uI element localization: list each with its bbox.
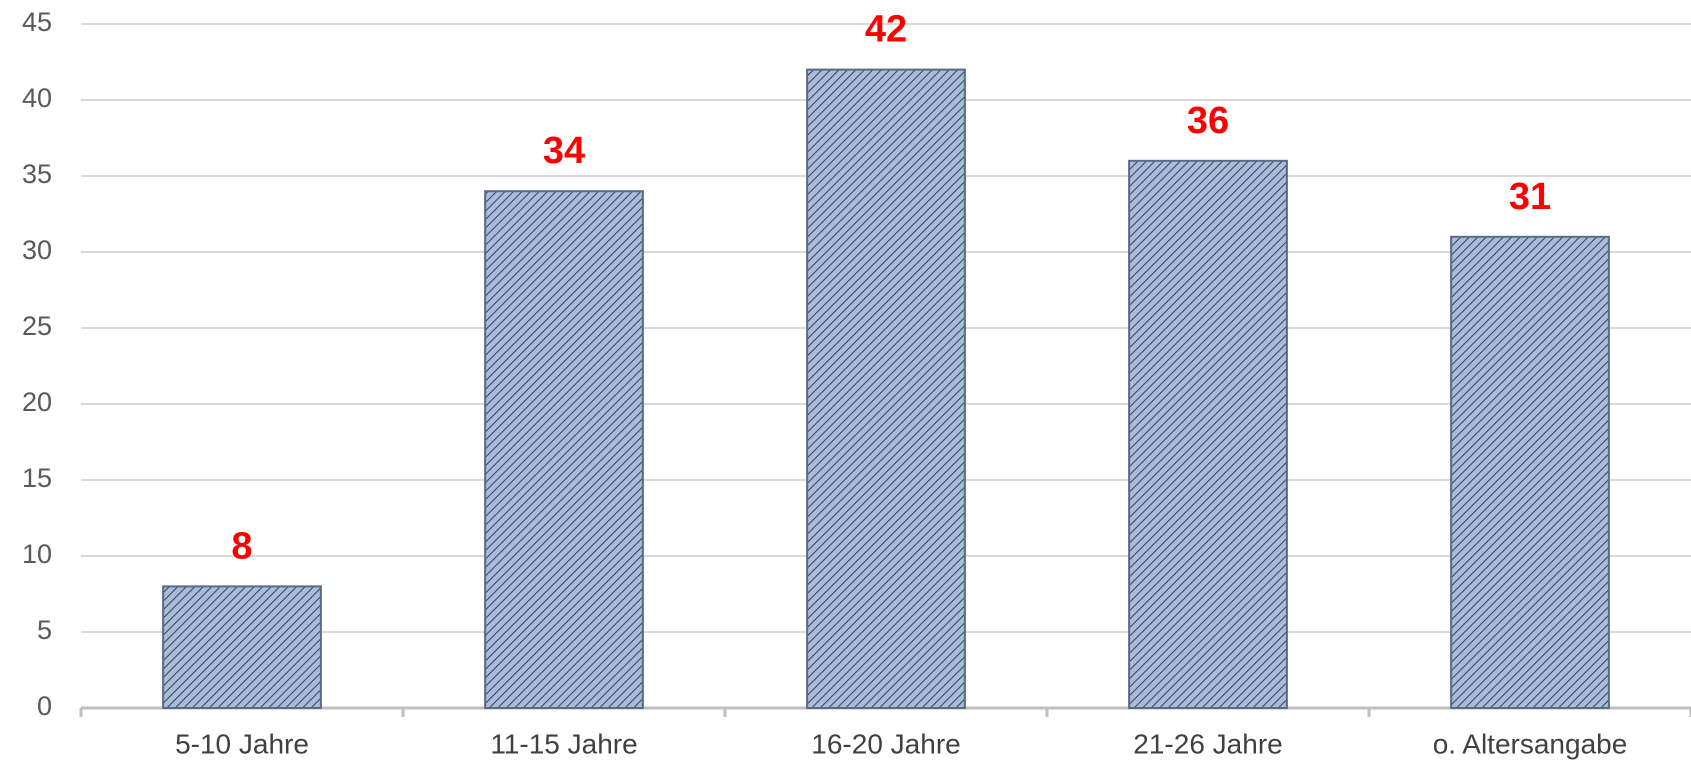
bar xyxy=(1128,159,1288,710)
value-label: 36 xyxy=(1187,100,1229,142)
y-tick-label: 5 xyxy=(37,615,52,645)
y-tick-label: 25 xyxy=(22,311,52,341)
value-label: 34 xyxy=(543,130,585,172)
y-tick-label: 20 xyxy=(22,387,52,417)
y-tick-label: 15 xyxy=(22,463,52,493)
bar xyxy=(1450,235,1610,710)
x-tick-label: 11-15 Jahre xyxy=(490,728,637,759)
value-label: 42 xyxy=(865,9,907,51)
y-tick-label: 35 xyxy=(22,159,52,189)
y-tick-label: 10 xyxy=(22,539,52,569)
y-tick-label: 30 xyxy=(22,235,52,265)
bar xyxy=(162,585,322,710)
x-tick-label: o. Altersangabe xyxy=(1433,728,1628,759)
value-label: 8 xyxy=(231,525,252,567)
y-tick-label: 40 xyxy=(22,83,52,113)
y-tick-label: 0 xyxy=(37,691,52,721)
x-tick-label: 5-10 Jahre xyxy=(175,728,309,759)
value-label: 31 xyxy=(1509,176,1551,218)
bar xyxy=(484,190,644,709)
y-tick-label: 45 xyxy=(22,7,52,37)
x-tick-label: 21-26 Jahre xyxy=(1133,728,1282,759)
bar xyxy=(806,68,966,710)
x-tick-label: 16-20 Jahre xyxy=(811,728,960,759)
